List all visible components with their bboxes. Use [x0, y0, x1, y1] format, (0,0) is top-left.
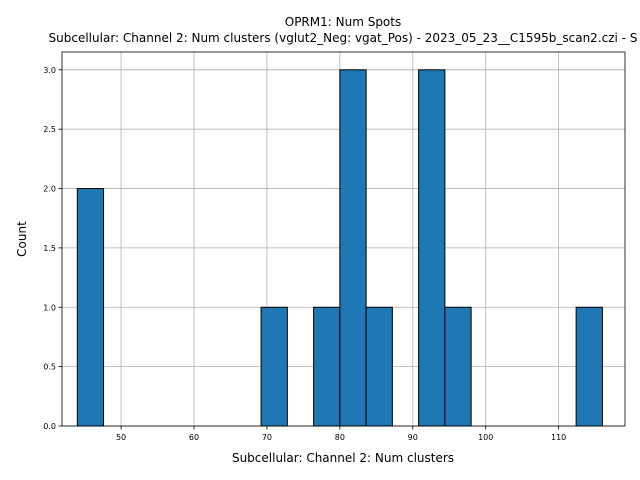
- histogram-bar: [418, 69, 446, 427]
- chart-subtitle: Subcellular: Channel 2: Num clusters (vg…: [49, 31, 638, 45]
- y-tick-label: 1.0: [43, 303, 56, 312]
- histogram-bar: [339, 69, 367, 427]
- y-tick-label: 0.5: [43, 363, 56, 372]
- y-tick-label: 0.0: [43, 422, 56, 431]
- histogram-bar: [313, 306, 341, 427]
- bars: [76, 69, 603, 427]
- ticks: 50 60 70 80 90 100 110 0.0 0.5 1.0 1.5 2.0 2.5 3.0: [43, 66, 566, 442]
- y-tick-label: 2.5: [43, 125, 56, 134]
- y-axis-label: Count: [15, 221, 29, 257]
- histogram-bar: [444, 306, 472, 427]
- histogram-bar: [365, 306, 393, 427]
- histogram-bar: [260, 306, 288, 427]
- y-tick-label: 2.0: [43, 185, 56, 194]
- x-tick-label: 90: [408, 433, 418, 442]
- y-tick-label: 1.5: [43, 244, 56, 253]
- x-tick-label: 70: [262, 433, 272, 442]
- x-axis-label: Subcellular: Channel 2: Num clusters: [232, 451, 454, 465]
- x-tick-label: 60: [189, 433, 199, 442]
- plot-frame: [61, 51, 626, 427]
- y-tick-label: 3.0: [43, 66, 56, 75]
- x-tick-label: 100: [478, 433, 493, 442]
- x-tick-label: 80: [335, 433, 345, 442]
- histogram-bar: [575, 306, 603, 427]
- histogram-bar: [76, 188, 105, 427]
- x-tick-label: 50: [116, 433, 126, 442]
- chart-title: OPRM1: Num Spots: [285, 15, 401, 29]
- x-tick-label: 110: [551, 433, 566, 442]
